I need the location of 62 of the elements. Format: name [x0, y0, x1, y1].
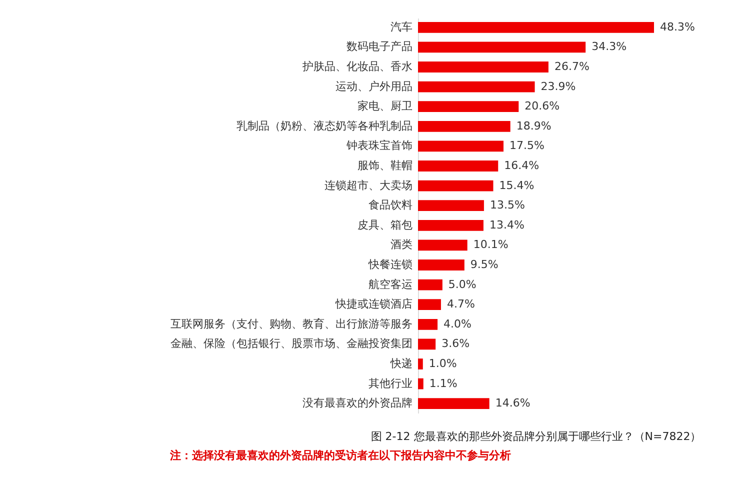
data-label: 13.4%	[489, 218, 524, 232]
text: 图 2-12 您最喜欢的那些外资品牌分别属于哪些行业？（N=7822）	[370, 430, 702, 443]
bar	[418, 140, 504, 152]
bar	[418, 160, 498, 172]
bar	[418, 338, 436, 350]
bar	[418, 22, 654, 33]
y-tick-label: 没有最喜欢的外资品牌	[302, 396, 412, 410]
data-label: 17.5%	[510, 139, 544, 152]
bar	[418, 240, 468, 251]
data-label: 3.6%	[442, 337, 470, 350]
bar	[418, 42, 586, 53]
y-tick-label: 其他行业	[368, 376, 412, 390]
bar	[418, 378, 424, 390]
y-tick-label: 食品饮料	[368, 198, 412, 212]
data-label: 18.9%	[516, 119, 552, 132]
y-tick-label: 钟表珠宝首饰	[346, 139, 412, 152]
y-tick-label: 酒类	[390, 238, 412, 252]
bar	[418, 220, 484, 231]
data-label: 16.4%	[504, 159, 540, 172]
y-tick-label: 运动、户外用品	[336, 80, 412, 93]
bar	[418, 62, 548, 72]
text: 注：选择没有最喜欢的外资品牌的受访者在以下报告内容中不参与分析	[170, 448, 511, 463]
y-tick-label: 家电、厨卫	[358, 100, 412, 113]
y-tick-label: 护肤品、化妆品、香水	[302, 60, 412, 74]
data-label: 34.3%	[592, 40, 627, 54]
data-label: 14.6%	[495, 396, 530, 410]
y-tick-label: 服饰、鞋帽	[358, 159, 412, 172]
y-tick-label: 皮具、箱包	[358, 218, 412, 232]
data-label: 13.5%	[490, 198, 525, 212]
bar	[418, 180, 494, 192]
bar	[418, 81, 535, 92]
data-label: 4.7%	[446, 298, 475, 311]
data-label: 1.0%	[428, 356, 457, 370]
bar	[418, 398, 490, 410]
data-label: 1.1%	[429, 376, 458, 390]
bar	[418, 200, 484, 212]
y-tick-label: 连锁超市、大卖场	[324, 178, 412, 192]
bar	[418, 318, 438, 330]
data-label: 23.9%	[540, 80, 576, 93]
y-tick-label: 乳制品（奶粉、液态奶等各种乳制品	[236, 119, 412, 132]
y-tick-label: 快捷或连锁酒店	[334, 298, 412, 311]
data-label: 10.1%	[473, 238, 508, 252]
data-label: 26.7%	[554, 60, 590, 74]
y-tick-label: 互联网服务（支付、购物、教育、出行旅游等服务	[170, 317, 412, 330]
data-label: 15.4%	[499, 178, 534, 192]
y-tick-label: 汽车	[390, 20, 412, 34]
y-tick-label: 航空客运	[368, 278, 412, 291]
data-label: 48.3%	[660, 20, 695, 34]
bar	[418, 299, 441, 310]
y-tick-label: 快餐连锁	[368, 258, 412, 271]
bar	[418, 358, 423, 370]
data-label: 4.0%	[444, 317, 472, 330]
data-label: 20.6%	[524, 100, 560, 113]
bar	[418, 260, 464, 270]
bar	[418, 279, 442, 290]
y-tick-label: 数码电子产品	[346, 40, 412, 54]
y-tick-label: 快递	[390, 356, 412, 370]
bar	[418, 120, 510, 132]
data-label: 9.5%	[470, 258, 498, 271]
bar	[418, 101, 519, 112]
y-tick-label: 金融、保险（包括银行、股票市场、金融投资集团	[170, 337, 412, 350]
data-label: 5.0%	[448, 278, 476, 291]
